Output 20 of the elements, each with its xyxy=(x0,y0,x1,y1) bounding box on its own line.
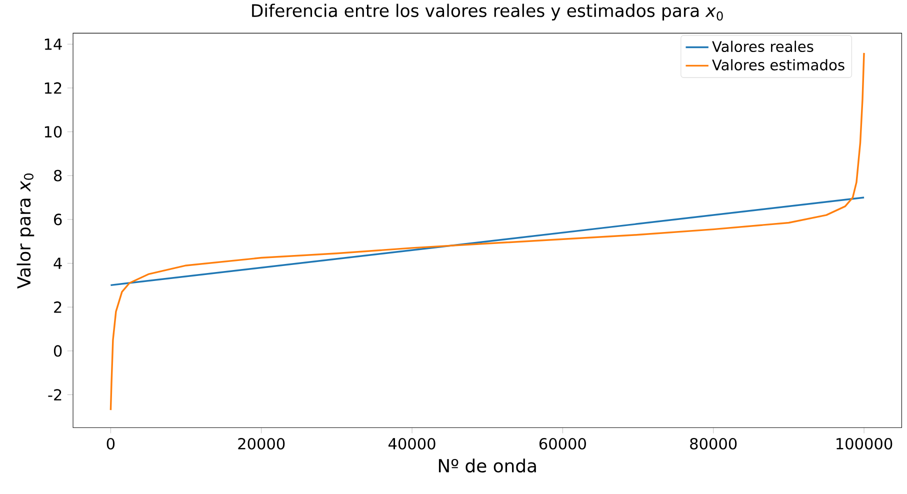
y-tick-label: 0 xyxy=(54,345,62,357)
x-tick-label: 0 xyxy=(106,438,115,450)
y-axis-title: Valor para x$_{0}$ xyxy=(16,174,34,289)
y-tick-label: 12 xyxy=(44,82,62,94)
x-axis-title: Nº de onda xyxy=(438,458,536,472)
y-tick-label: 8 xyxy=(54,170,62,182)
x-tick-label: 20000 xyxy=(238,438,285,450)
y-tick-label: 6 xyxy=(54,214,62,226)
legend-label: Valores estimados xyxy=(712,59,844,70)
x-tick-label: 100000 xyxy=(836,438,892,450)
y-tick-label: -2 xyxy=(48,389,62,400)
y-tick-label: 14 xyxy=(44,38,62,50)
y-tick-label: 4 xyxy=(54,258,62,269)
legend-label: Valores reales xyxy=(712,40,814,52)
x-tick-label: 40000 xyxy=(388,438,436,450)
y-tick-label: 10 xyxy=(44,126,62,138)
x-tick-label: 60000 xyxy=(539,438,586,450)
y-tick-label: 2 xyxy=(54,301,62,313)
chart-title: Diferencia entre los valores reales y estimados para x$_{0}$ xyxy=(252,4,723,21)
x-tick-label: 80000 xyxy=(690,438,737,450)
